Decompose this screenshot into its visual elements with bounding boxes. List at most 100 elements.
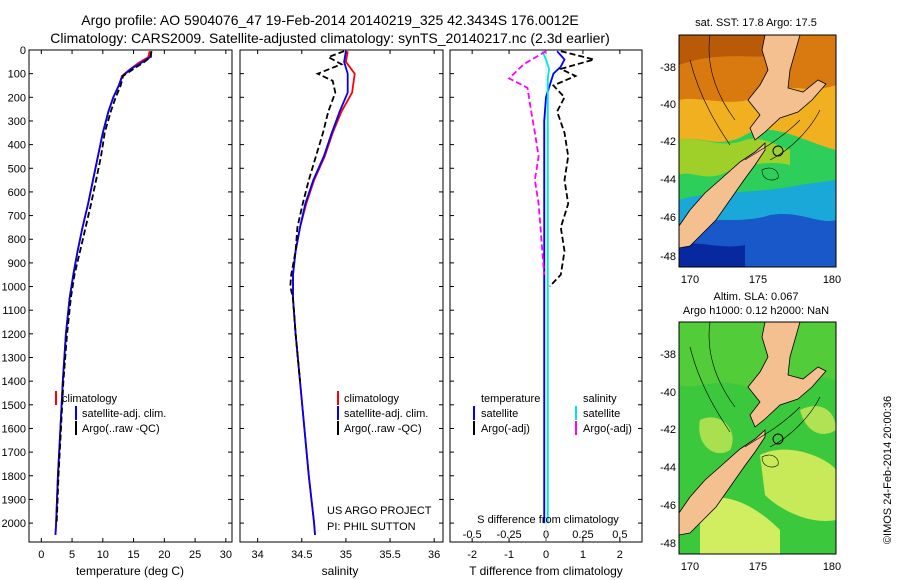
sst-map-axes: -38 -40 -42 -44 -46 -48 170 175 180 [660,62,841,286]
x-tick-label: 35.5 [379,549,400,561]
argo-position-marker [772,433,784,445]
sla-lon-label: 175 [749,561,767,573]
sla-map [679,322,836,554]
sla-map-title-1: Altim. SLA: 0.067 [714,291,799,303]
pi-annotation: PI: PHIL SUTTON [327,521,416,533]
depth-tick-label: 1500 [2,400,26,412]
x-tick-label: 0 [38,549,44,561]
legend-satellite-adj: satellite-adj. clim. [82,408,166,420]
imos-stamp: ©IMOS 24-Feb-2014 20:00:36 [882,396,894,544]
sla-lat-label: -42 [660,424,676,436]
t-difference-axis-label: T difference from climatology [469,564,623,578]
sla-lat-label: -48 [660,538,676,550]
depth-tick-label: 1200 [2,329,26,341]
project-annotation: US ARGO PROJECT [327,505,432,517]
legend-argo: Argo(..raw -QC) [82,423,160,435]
depth-tick-label: 100 [8,69,26,81]
s-tick-label: 0.5 [612,529,627,541]
x-tick-label: 30 [220,549,232,561]
x-tick-label: 35 [340,549,352,561]
sla-map-title-2: Argo h1000: 0.12 h2000: NaN [683,305,829,317]
x-tick-label: 15 [127,549,139,561]
depth-axis-labels: 0 100 200 300 400 500 600 700 800 900 1000 1100 1200… [2,45,26,530]
depth-tick-label: 400 [8,140,26,152]
temperature-axis-label: temperature (deg C) [76,564,184,578]
series-satellite [292,51,349,535]
sla-lat-label: -46 [660,500,676,512]
legend-t-satellite: satellite [481,408,518,420]
sla-lon-label: 170 [681,561,699,573]
series-s-satellite [541,50,550,524]
sst-lat-label: -44 [660,174,676,186]
sst-lon-label: 170 [681,274,699,286]
salinity-axis-label: salinity [322,564,359,578]
legend-s-satellite: satellite [583,408,620,420]
sla-lat-label: -44 [660,462,676,474]
depth-tick-label: 900 [8,258,26,270]
series-argo [289,50,345,382]
depth-tick-label: 1900 [2,494,26,506]
series-t-argo [549,50,598,288]
argo-position-marker [772,145,784,157]
depth-tick-label: 1400 [2,376,26,388]
temperature-plot: 0 5 10 15 20 25 30 [29,49,232,561]
legend-temperature-title: temperature [481,393,540,405]
depth-tick-label: 0 [20,45,26,57]
salinity-legend: climatology satellite-adj. clim. Argo(..… [337,391,428,435]
sst-lat-label: -42 [660,136,676,148]
difference-plot: -2 -1 0 1 2-0.5 -0.25 0 0.25 0.5 [450,49,642,561]
sst-lat-label: -46 [660,212,676,224]
x-tick-label: -1 [504,549,514,561]
x-tick-label: 25 [189,549,201,561]
difference-legend: temperature satellite Argo(-adj) salinit… [473,393,632,435]
depth-tick-label: 1700 [2,447,26,459]
x-tick-label: 20 [158,549,170,561]
legend-climatology: climatology [344,393,400,405]
salinity-plot-frame [239,49,444,543]
sla-lat-label: -38 [660,349,676,361]
salinity-plot: 34 34.5 35 35.5 36 [240,49,443,561]
sst-lon-label: 175 [749,274,767,286]
x-tick-label: 10 [97,549,109,561]
depth-tick-label: 800 [8,234,26,246]
sst-lat-label: -38 [660,62,676,74]
series-argo [55,51,153,524]
sst-lat-label: -40 [660,99,676,111]
title-line-2: Climatology: CARS2009. Satellite-adjuste… [50,30,610,46]
depth-tick-label: 1300 [2,353,26,365]
legend-climatology: climatology [62,393,118,405]
temperature-legend: climatology satellite-adj. clim. Argo(..… [55,391,166,435]
x-tick-label: 2 [617,549,623,561]
legend-salinity-title: salinity [583,393,617,405]
depth-tick-label: 200 [8,92,26,104]
s-tick-label: -0.5 [463,529,482,541]
x-tick-label: 34 [252,549,264,561]
sla-map-axes: -38 -40 -42 -44 -46 -48 170 175 180 [660,349,841,573]
x-tick-label: 0 [543,549,549,561]
x-tick-label: 36 [428,549,440,561]
series-t-satellite [543,50,566,524]
title-line-1: Argo profile: AO 5904076_47 19-Feb-2014 … [81,12,579,28]
temperature-plot-frame [28,49,233,543]
depth-tick-label: 1000 [2,282,26,294]
legend-argo: Argo(..raw -QC) [344,423,422,435]
depth-tick-label: 700 [8,211,26,223]
depth-tick-label: 1800 [2,471,26,483]
depth-tick-label: 500 [8,163,26,175]
series-satellite [54,51,153,535]
sst-lon-label: 180 [823,274,841,286]
sst-map-title: sat. SST: 17.8 Argo: 17.5 [695,17,817,29]
sla-lon-label: 180 [823,561,841,573]
x-tick-label: 5 [69,549,75,561]
series-s-argo [507,50,547,275]
depth-tick-label: 1100 [2,305,26,317]
x-tick-label: -2 [467,549,477,561]
sla-lat-label: -40 [660,387,676,399]
depth-tick-label: 300 [8,116,26,128]
legend-satellite-adj: satellite-adj. clim. [344,408,428,420]
series-climatology [292,51,356,535]
s-tick-label: -0.25 [497,529,522,541]
depth-tick-label: 600 [8,187,26,199]
sst-lat-label: -48 [660,251,676,263]
